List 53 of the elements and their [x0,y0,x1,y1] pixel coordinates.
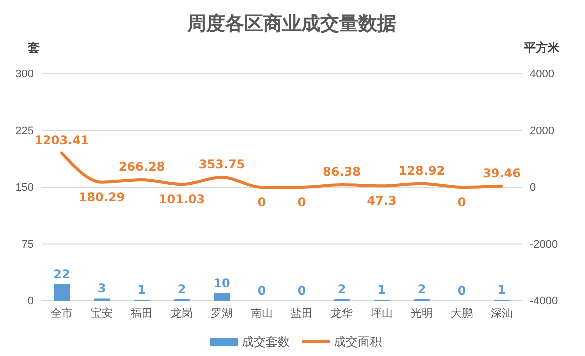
data-label: 1 [498,283,506,298]
x-tick-label: 龙华 [331,306,353,320]
y-tick-label: 75 [22,238,34,251]
data-label: 0 [458,284,466,298]
data-label: 0 [298,284,306,298]
y2-tick-label: 4000 [530,68,554,81]
x-tick-label: 福田 [131,306,153,320]
data-label: 1203.41 [34,133,90,148]
x-tick-label: 盐田 [291,306,313,320]
bar [214,293,230,301]
data-label: 47.3 [367,194,397,208]
legend-label: 成交面积 [334,335,382,349]
x-tick-label: 罗湖 [211,308,233,320]
data-label: 86.38 [323,165,361,180]
data-label: 353.75 [198,157,246,172]
x-tick-label: 大鹏 [451,306,473,320]
y2-tick-label: -2000 [530,238,558,251]
data-label: 2 [178,282,186,296]
x-tick-label: 龙岗 [171,306,193,320]
y-tick-label: 0 [28,296,34,308]
y2-tick-label: -4000 [530,296,558,308]
data-label: 1 [378,283,386,298]
x-tick-label: 宝安 [91,306,113,320]
data-label: 128.92 [398,164,446,178]
y-tick-label: 150 [16,182,34,194]
data-label: 0 [258,284,266,298]
data-label: 0 [458,196,466,210]
data-label: 3 [98,282,106,296]
data-label: 0 [258,196,266,210]
data-label: 0 [298,196,306,210]
y2-tick-label: 2000 [530,125,554,138]
data-label: 10 [214,276,230,290]
legend-label: 成交套数 [242,335,290,349]
bar [54,284,70,301]
x-tick-label: 全市 [51,306,73,320]
data-label: 1 [138,283,146,298]
x-tick-label: 深汕 [491,306,513,320]
y-tick-label: 225 [16,125,34,138]
x-tick-label: 南山 [251,306,273,320]
data-label: 2 [338,282,346,296]
y-axis-title: 套 [27,41,40,55]
data-label: 2 [418,282,426,296]
y2-axis-title: 平方米 [523,41,561,55]
y-tick-label: 300 [16,68,34,81]
data-label: 39.46 [483,166,521,180]
data-label: 101.03 [158,192,206,207]
y2-tick-label: 0 [530,182,536,194]
data-label: 180.29 [78,190,126,204]
x-tick-label: 光明 [411,306,433,320]
x-tick-label: 坪山 [370,306,393,320]
chart-title: 周度各区商业成交量数据 [186,13,396,35]
data-label: 22 [54,267,70,282]
data-label: 266.28 [118,160,166,174]
